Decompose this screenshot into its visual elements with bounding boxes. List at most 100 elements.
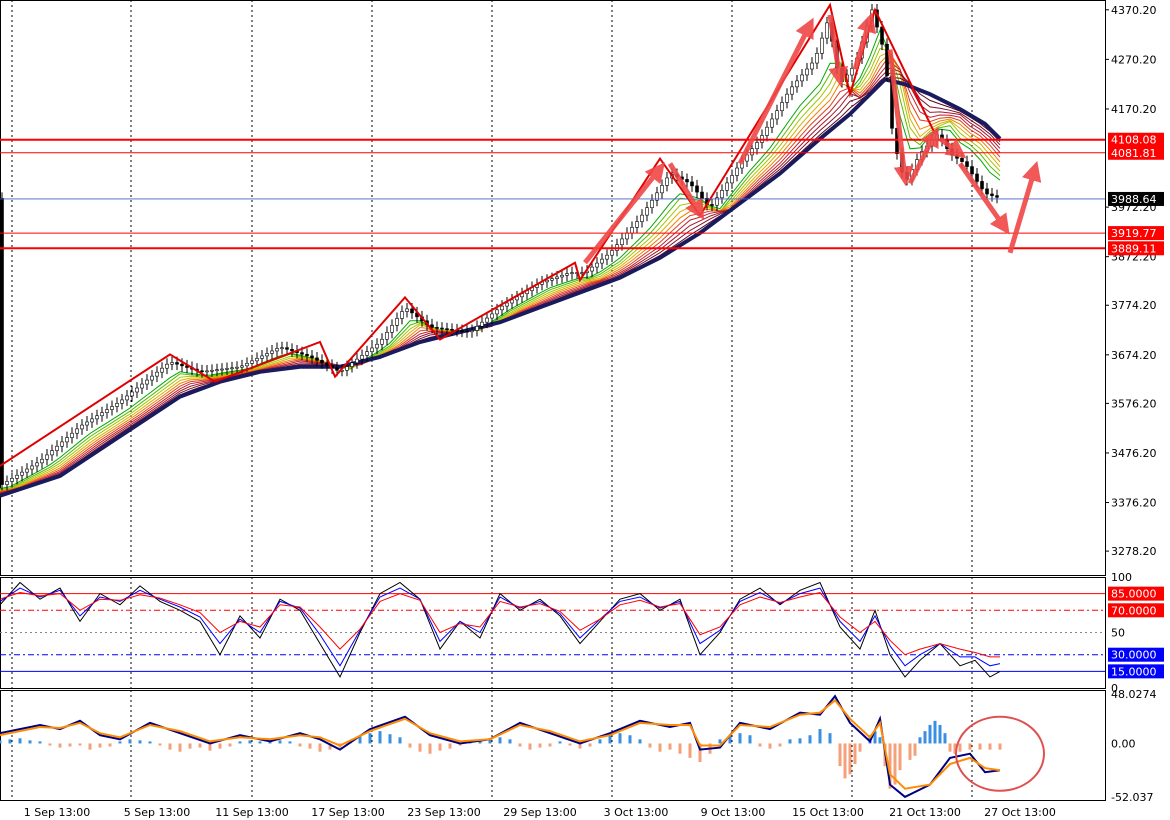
histogram-bar — [408, 743, 412, 748]
histogram-bar — [878, 737, 882, 744]
histogram-bar — [538, 743, 542, 748]
candle-body — [700, 191, 704, 199]
candle-body — [10, 478, 14, 482]
candle-body — [410, 308, 414, 314]
candle-body — [640, 214, 644, 222]
slow-moving-average — [0, 77, 1002, 498]
candle-body — [115, 403, 119, 407]
histogram-bar — [928, 724, 932, 744]
candle-body — [25, 468, 29, 473]
histogram-bar — [568, 743, 572, 746]
candle-body — [375, 343, 379, 349]
candle-body — [20, 471, 24, 476]
candle-body — [90, 418, 94, 423]
histogram-bar — [908, 743, 912, 760]
candle-body — [85, 421, 89, 426]
x-tick-label: 5 Sep 13:00 — [124, 806, 190, 819]
histogram-bar — [98, 743, 102, 748]
candle-body — [60, 441, 64, 447]
x-tick-label: 11 Sep 13:00 — [215, 806, 288, 819]
histogram-bar — [208, 743, 212, 751]
histogram-bar — [843, 743, 847, 779]
level-tag-label: 30.0000 — [1111, 649, 1157, 662]
candle-body — [815, 53, 819, 64]
histogram-bar — [518, 743, 522, 747]
trend-arrow — [583, 162, 665, 265]
trend-arrow — [957, 162, 1010, 235]
histogram-bar — [448, 743, 452, 749]
y-tick-label: 48.0274 — [1111, 688, 1157, 701]
candle-body — [580, 272, 584, 274]
histogram-bar — [658, 743, 662, 752]
candle-body — [15, 474, 19, 479]
candle-body — [150, 375, 154, 381]
histogram-bar — [358, 735, 362, 744]
candle-body — [105, 409, 109, 413]
candle-body — [765, 126, 769, 136]
candle-body — [65, 437, 69, 443]
histogram-bar — [368, 733, 372, 744]
candle-body — [885, 43, 889, 76]
histogram-bar — [318, 743, 322, 752]
histogram-bar — [588, 743, 592, 747]
candle-body — [80, 424, 84, 430]
candle-body — [405, 308, 409, 312]
level-tag-label: 4108.08 — [1111, 134, 1157, 147]
trend-arrow — [887, 49, 914, 187]
candle-body — [235, 366, 239, 369]
histogram-bar — [958, 743, 962, 752]
candle-body — [570, 272, 574, 274]
histogram-bar — [898, 743, 902, 771]
candle-body — [735, 167, 739, 176]
histogram-bar — [108, 743, 112, 747]
candle-body — [715, 197, 719, 206]
candle-body — [370, 347, 374, 352]
candle-body — [510, 299, 514, 304]
x-tick-label: 29 Sep 13:00 — [503, 806, 576, 819]
candle-body — [465, 330, 469, 333]
candle-body — [355, 358, 359, 364]
candle-body — [345, 366, 349, 371]
histogram-bar — [893, 743, 897, 785]
candle-body — [655, 192, 659, 201]
histogram-bar — [528, 743, 532, 750]
histogram-bar — [118, 741, 122, 744]
candle-body — [145, 379, 149, 385]
panel-frame — [0, 690, 1106, 801]
candle-body — [290, 348, 294, 352]
price-panel: 4370.204270.204170.203972.203872.203774.… — [0, 0, 1164, 576]
histogram-bar — [58, 743, 62, 748]
histogram-bar — [768, 743, 772, 749]
candle-body — [0, 197, 4, 485]
candle-body — [45, 454, 49, 460]
candle-body — [490, 313, 494, 319]
candle-body — [170, 362, 174, 365]
histogram-bar — [488, 738, 492, 744]
candle-body — [160, 367, 164, 373]
candle-body — [850, 68, 854, 76]
candle-body — [380, 338, 384, 345]
candle-body — [565, 273, 569, 276]
candle-body — [165, 363, 169, 369]
macd-line — [0, 694, 1001, 799]
trend-arrow — [827, 14, 849, 88]
candle-body — [600, 258, 604, 264]
candle-body — [50, 450, 54, 456]
moving-average — [0, 28, 1001, 489]
level-tag — [1108, 145, 1164, 160]
histogram-bar — [558, 741, 562, 744]
histogram-bar — [948, 743, 952, 752]
histogram-bar — [858, 743, 862, 752]
candle-body — [955, 154, 959, 159]
histogram-bar — [873, 731, 877, 744]
candle-body — [475, 326, 479, 331]
histogram-bar — [938, 724, 942, 744]
candle-body — [780, 102, 784, 112]
level-tag-label: 85.0000 — [1111, 588, 1157, 601]
candle-body — [460, 330, 464, 332]
time-axis: 1 Sep 13:00 5 Sep 13:00 11 Sep 13:00 17 Sep… — [24, 806, 1056, 819]
candle-body — [315, 357, 319, 361]
candle-body — [970, 166, 974, 175]
level-tag — [1108, 603, 1164, 618]
histogram-bar — [628, 735, 632, 744]
